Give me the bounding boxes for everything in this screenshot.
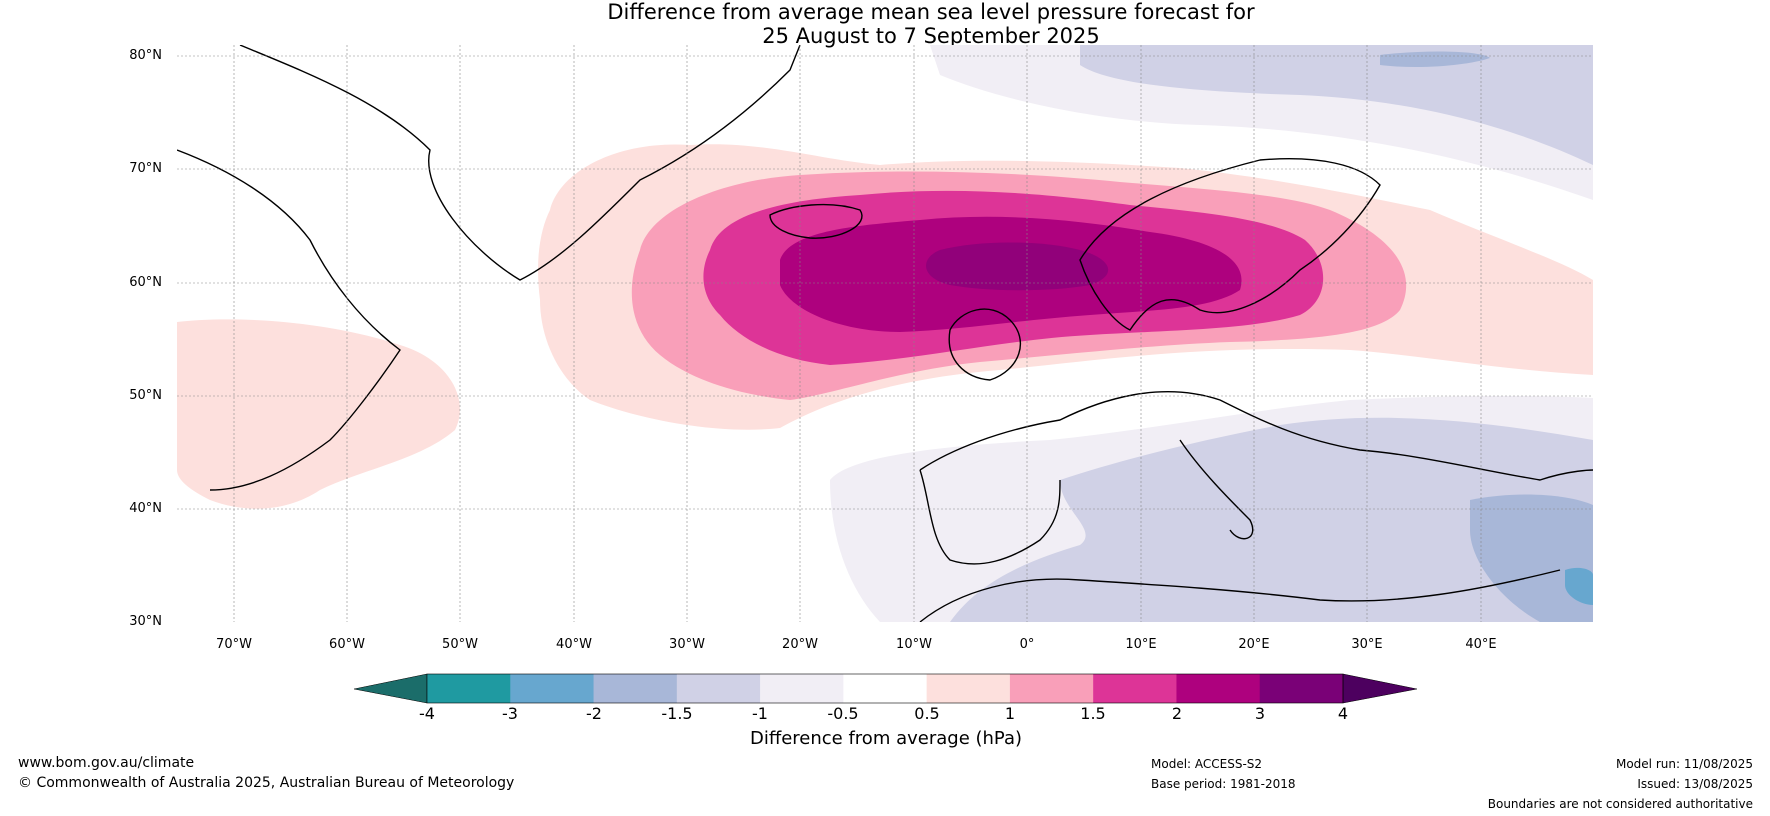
british-isles-coast [948,308,1021,381]
colorbar-cell [926,674,1011,703]
lon-label-20e: 20°E [1238,637,1270,652]
colorbar-cell [510,674,595,703]
colorbar-cell [1259,674,1344,703]
anomaly-3-4-fill [926,242,1109,291]
lon-label-10e: 10°E [1125,637,1157,652]
footer-issued: Issued: 13/08/2025 [1637,777,1753,791]
colorbar-tick: 2 [1171,704,1183,723]
iceland-coast [769,203,863,239]
anomaly-newfoundland [177,319,460,509]
scandinavia-coast [1079,158,1381,331]
lat-label-40n: 40°N [129,501,162,516]
colorbar-tick: 1 [1004,704,1016,723]
lat-label-60n: 60°N [129,275,162,290]
lon-label-0: 0° [1019,637,1035,652]
title-line-1: Difference from average mean sea level p… [607,0,1255,24]
iberia-coast [919,469,1061,565]
footer-model: Model: ACCESS-S2 [1151,757,1263,771]
lat-label-50n: 50°N [129,388,162,403]
greenland-coast [239,45,801,281]
colorbar-tick: 3 [1254,704,1266,723]
anomaly-mediterranean-mid [950,417,1593,622]
anomaly-svalbard-mid [1080,45,1593,165]
lon-label-30w: 30°W [669,637,705,652]
colorbar-tick: -0.5 [827,704,859,723]
colorbar-tick: -1 [752,704,768,723]
lon-label-70w: 70°W [216,637,252,652]
lon-label-40w: 40°W [556,637,592,652]
footer-website: www.bom.gov.au/climate [18,755,195,771]
colorbar-cell [1009,674,1094,703]
map-plot-area [177,45,1593,622]
canada-coast [177,149,401,491]
anomaly-svalbard-deep [1380,51,1490,68]
anomaly-mediterranean-deepest [1565,567,1593,605]
lon-label-10w: 10°W [896,637,932,652]
colorbar-cell [676,674,761,703]
colorbar [353,673,1418,704]
europe-coast [919,391,1593,481]
footer-disclaimer: Boundaries are not considered authoritat… [1487,797,1753,811]
africa-coast [919,569,1561,622]
lon-label-50w: 50°W [442,637,478,652]
colorbar-cell [1093,674,1177,703]
lat-label-80n: 80°N [129,48,162,63]
colorbar-tick: -3 [502,704,518,723]
colorbar-cell [843,674,928,703]
footer-base-period: Base period: 1981-2018 [1151,777,1296,791]
title-line-2: 25 August to 7 September 2025 [762,24,1100,48]
colorbar-tick: -4 [419,704,435,723]
footer-copyright: © Commonwealth of Australia 2025, Austra… [18,775,515,791]
colorbar-max-arrow [1342,673,1418,704]
colorbar-title: Difference from average (hPa) [749,728,1023,749]
colorbar-min-arrow [353,673,428,704]
italy-coast [1179,439,1254,540]
colorbar-cell [760,674,844,703]
gridlines [177,45,1593,622]
chart-title: Difference from average mean sea level p… [0,0,1770,48]
colorbar-tick: 0.5 [914,704,940,723]
lat-label-70n: 70°N [129,161,162,176]
lon-label-30e: 30°E [1351,637,1383,652]
colorbar-cell [593,674,678,703]
colorbar-tick: -1.5 [661,704,693,723]
colorbar-cell [427,674,511,703]
coastlines [177,45,1593,622]
colorbar-cells [427,674,1344,703]
lon-label-20w: 20°W [782,637,818,652]
colorbar-cell [1176,674,1261,703]
colorbar-tick: 4 [1337,704,1349,723]
colorbar-tick: 1.5 [1080,704,1106,723]
lon-label-60w: 60°W [329,637,365,652]
colorbar-tick: -2 [586,704,602,723]
footer-model-run: Model run: 11/08/2025 [1615,757,1753,771]
anomaly-mediterranean-deep [1470,494,1593,622]
lon-label-40e: 40°E [1465,637,1497,652]
lat-label-30n: 30°N [129,614,162,629]
